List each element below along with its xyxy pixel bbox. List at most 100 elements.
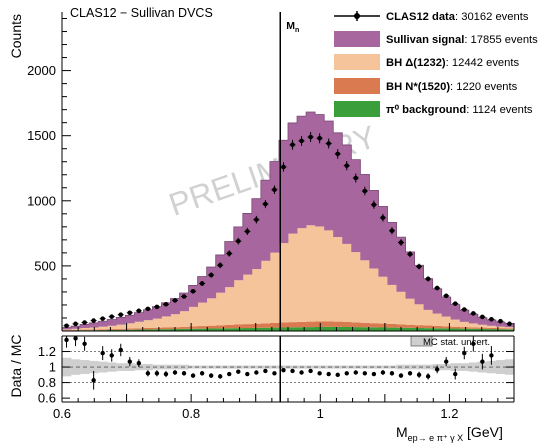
data-point-35 xyxy=(381,215,386,220)
bar-1-44 xyxy=(460,327,469,329)
bar-1-13 xyxy=(180,327,189,329)
bar-3-6 xyxy=(116,317,125,324)
ratio-point-30 xyxy=(336,373,340,377)
data-point-29 xyxy=(326,141,331,146)
bar-1-47 xyxy=(487,328,496,329)
legend-label-bold-1: Sullivan signal xyxy=(386,34,464,46)
bar-0-31 xyxy=(342,327,351,331)
bar-2-28 xyxy=(315,226,324,321)
ratio-point-1 xyxy=(73,336,77,340)
data-point-39 xyxy=(417,264,422,269)
bar-2-18 xyxy=(225,287,234,325)
ratio-point-35 xyxy=(381,370,385,374)
bar-1-15 xyxy=(198,326,207,329)
xlabel-sub: ep→ e π⁺ γ X xyxy=(408,433,463,443)
data-point-20 xyxy=(245,229,250,234)
bar-2-10 xyxy=(152,319,161,328)
data-point-19 xyxy=(236,239,241,244)
legend-swatch-2 xyxy=(334,54,380,70)
bar-1-5 xyxy=(107,329,116,330)
bar-3-2 xyxy=(80,324,89,328)
legend-label-rest-1: : 17855 events xyxy=(464,34,538,46)
bar-0-36 xyxy=(387,328,396,331)
bar-3-31 xyxy=(342,145,351,244)
data-point-41 xyxy=(435,286,440,291)
data-point-4 xyxy=(100,316,105,321)
bar-1-31 xyxy=(342,322,351,327)
bar-1-35 xyxy=(378,324,387,328)
legend-label-2: BH Δ(1232): 12442 events xyxy=(386,57,519,69)
data-point-31 xyxy=(344,163,349,168)
ratio-point-7 xyxy=(128,359,132,363)
data-point-37 xyxy=(399,240,404,245)
data-point-9 xyxy=(146,307,151,312)
ratio-point-31 xyxy=(345,371,349,375)
data-point-0 xyxy=(64,323,69,328)
bar-3-38 xyxy=(406,252,415,299)
vline-label-main: M xyxy=(286,20,295,32)
bar-3-20 xyxy=(243,213,252,274)
data-point-10 xyxy=(155,305,160,310)
ratio-point-26 xyxy=(299,370,303,374)
bar-1-14 xyxy=(189,326,198,328)
ratio-point-33 xyxy=(363,371,367,375)
ratio-point-23 xyxy=(272,371,276,375)
bar-2-16 xyxy=(207,298,216,325)
bar-2-31 xyxy=(342,244,351,322)
bar-2-25 xyxy=(288,234,297,323)
ratio-point-0 xyxy=(64,338,68,342)
bar-2-41 xyxy=(433,314,442,326)
data-point-14 xyxy=(191,289,196,294)
ratio-point-15 xyxy=(200,371,204,375)
bar-1-36 xyxy=(387,324,396,328)
bottom-ytick-label-1: 0.8 xyxy=(38,375,56,390)
bar-3-8 xyxy=(134,313,143,322)
bar-0-25 xyxy=(288,327,297,331)
bar-1-48 xyxy=(496,328,505,329)
bar-2-38 xyxy=(406,299,415,325)
bar-1-33 xyxy=(360,323,369,327)
bar-3-4 xyxy=(98,321,107,326)
bar-2-29 xyxy=(324,230,333,321)
ratio-point-36 xyxy=(390,371,394,375)
bar-0-34 xyxy=(369,327,378,331)
bar-1-30 xyxy=(333,322,342,327)
data-point-24 xyxy=(281,165,286,170)
bar-2-5 xyxy=(107,326,116,329)
bar-2-30 xyxy=(333,237,342,322)
ratio-point-37 xyxy=(399,373,403,377)
data-point-5 xyxy=(109,314,114,319)
legend-label-bold-2: BH Δ(1232) xyxy=(386,57,446,69)
data-point-1 xyxy=(73,322,78,327)
data-point-18 xyxy=(227,251,232,256)
bar-1-20 xyxy=(243,324,252,328)
data-point-36 xyxy=(390,228,395,233)
top-ytick-label-500: 500 xyxy=(34,258,56,273)
bar-2-34 xyxy=(369,269,378,324)
bar-1-10 xyxy=(152,328,161,330)
bar-2-27 xyxy=(306,225,315,321)
bar-3-30 xyxy=(333,133,342,237)
bar-1-11 xyxy=(161,327,170,329)
data-point-33 xyxy=(363,189,368,194)
ratio-point-42 xyxy=(444,359,448,363)
bar-2-15 xyxy=(198,303,207,326)
bar-1-32 xyxy=(351,322,360,327)
legend-label-1: Sullivan signal: 17855 events xyxy=(386,34,538,46)
ratio-point-25 xyxy=(290,369,294,373)
bar-2-14 xyxy=(189,307,198,327)
legend-label-rest-0: : 30162 events xyxy=(455,11,529,23)
data-point-34 xyxy=(372,202,377,207)
ratio-point-6 xyxy=(119,348,123,352)
data-point-22 xyxy=(263,202,268,207)
data-point-6 xyxy=(118,312,123,317)
bar-1-25 xyxy=(288,322,297,327)
ratio-point-9 xyxy=(146,371,150,375)
ratio-point-29 xyxy=(326,372,330,376)
bottom-ylabel: Data / MC xyxy=(8,334,24,397)
data-point-49 xyxy=(507,322,512,327)
vline-label-sub: n xyxy=(295,27,299,34)
ratio-point-28 xyxy=(317,371,321,375)
ratio-point-43 xyxy=(453,372,457,376)
legend-label-3: BH N*(1520): 1220 events xyxy=(386,81,518,93)
